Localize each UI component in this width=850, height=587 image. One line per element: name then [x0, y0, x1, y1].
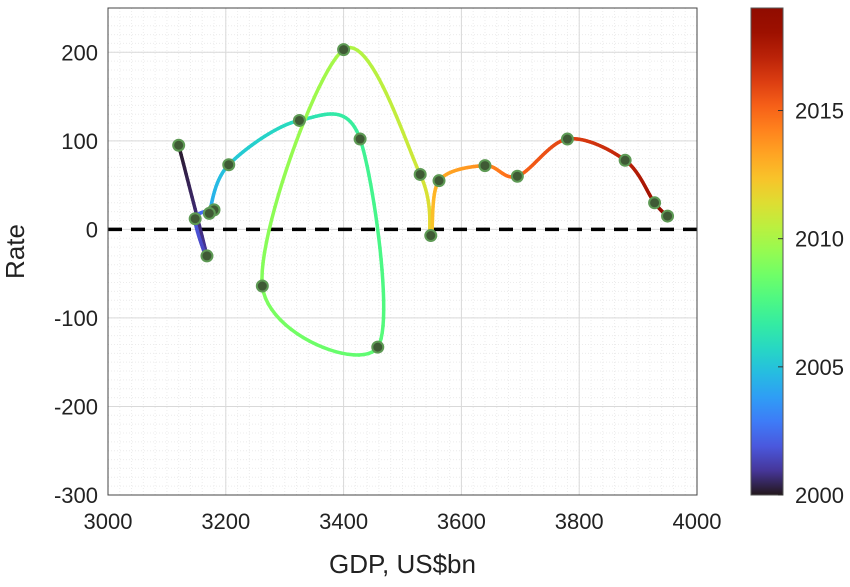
x-tick-label: 4000 [673, 509, 722, 534]
data-markers [173, 44, 673, 353]
data-point [372, 342, 383, 353]
x-tick-label: 3200 [201, 509, 250, 534]
data-point [201, 250, 212, 261]
data-point [204, 208, 215, 219]
y-tick-labels: -300 -200 -100 0 100 200 [54, 40, 98, 508]
colorbar-tick-label: 2010 [795, 227, 844, 252]
x-axis-label: GDP, US$bn [329, 549, 476, 579]
data-point [649, 197, 660, 208]
colorbar-tick-label: 2005 [795, 355, 844, 380]
x-tick-label: 3400 [319, 509, 368, 534]
minor-grid [108, 8, 697, 495]
trajectory-segment [279, 182, 283, 195]
trajectory-segment [275, 194, 279, 206]
trajectory-segment [272, 207, 275, 219]
x-tick-label: 3600 [437, 509, 486, 534]
colorbar [751, 8, 783, 495]
colorbar-tick-labels: 2000 2005 2010 2015 [778, 99, 844, 508]
x-tick-labels: 3000 3200 3400 3600 3800 4000 [84, 509, 722, 534]
colorbar-tick-label: 2015 [795, 99, 844, 124]
y-tick-label: -300 [54, 483, 98, 508]
trajectory-segment [295, 131, 300, 143]
trajectory-segment [291, 144, 296, 157]
trajectory-segment [287, 156, 291, 169]
data-point [562, 134, 573, 145]
x-tick-label: 3000 [84, 509, 133, 534]
x-tick-label: 3800 [555, 509, 604, 534]
y-tick-label: 0 [86, 217, 98, 242]
data-point [257, 281, 268, 292]
trajectory-segment [282, 169, 286, 182]
colorbar-tick-label: 2000 [795, 483, 844, 508]
data-point [425, 230, 436, 241]
y-tick-label: -100 [54, 306, 98, 331]
data-point [338, 44, 349, 55]
y-axis-label: Rate [0, 224, 30, 279]
trajectory-segment [310, 97, 315, 108]
data-point [415, 169, 426, 180]
data-point [294, 115, 305, 126]
data-point [355, 134, 366, 145]
y-tick-label: 200 [61, 40, 98, 65]
data-point [223, 159, 234, 170]
data-point [479, 160, 490, 171]
data-point [173, 140, 184, 151]
y-tick-label: -200 [54, 394, 98, 419]
data-point [512, 171, 523, 182]
data-point [190, 213, 201, 224]
data-point [662, 211, 673, 222]
data-point [620, 155, 631, 166]
data-point [434, 175, 445, 186]
y-tick-label: 100 [61, 129, 98, 154]
